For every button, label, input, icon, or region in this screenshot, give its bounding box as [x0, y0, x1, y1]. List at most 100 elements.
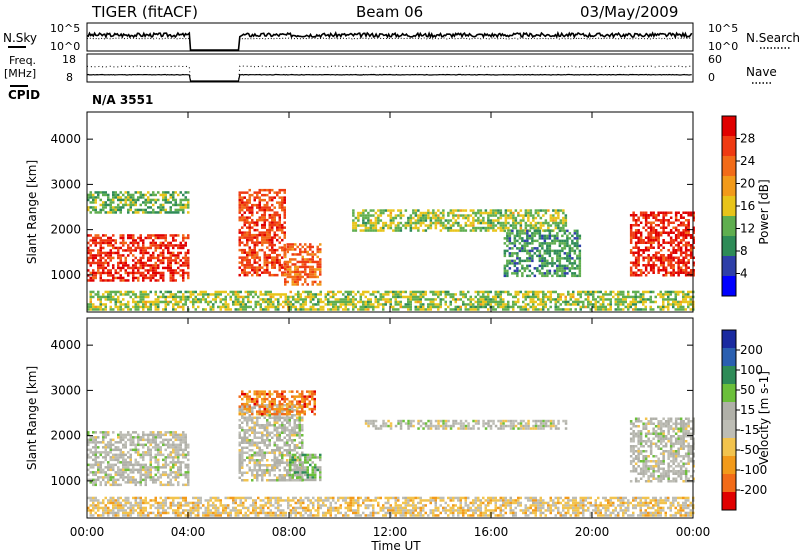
- echo-cell: [293, 404, 296, 407]
- echo-cell: [387, 290, 390, 294]
- echo-cell: [449, 295, 452, 299]
- echo-cell: [263, 429, 266, 432]
- echo-cell: [492, 305, 495, 309]
- echo-cell: [677, 259, 680, 262]
- echo-cell: [394, 308, 397, 311]
- echo-cell: [647, 264, 650, 267]
- echo-cell: [689, 211, 693, 214]
- echo-cell: [97, 191, 100, 194]
- echo-cell: [268, 241, 271, 244]
- echo-cell: [187, 266, 190, 270]
- echo-cell: [379, 226, 383, 230]
- echo-cell: [557, 298, 560, 301]
- echo-cell: [187, 198, 190, 202]
- echo-cell: [522, 308, 525, 311]
- echo-cell: [109, 438, 112, 442]
- echo-cell: [107, 193, 110, 197]
- echo-cell: [379, 303, 382, 306]
- echo-cell: [149, 198, 152, 202]
- echo-cell: [296, 273, 299, 276]
- echo-cell: [503, 237, 507, 240]
- echo-cell: [238, 261, 241, 264]
- echo-cell: [566, 234, 569, 238]
- echo-cell: [89, 239, 92, 242]
- echo-cell: [579, 295, 582, 299]
- echo-cell: [429, 300, 432, 304]
- echo-cell: [157, 246, 160, 250]
- echo-cell: [276, 273, 279, 277]
- echo-cell: [672, 239, 675, 242]
- echo-cell: [609, 298, 612, 301]
- echo-cell: [677, 266, 680, 269]
- echo-cell: [299, 243, 302, 246]
- echo-cell: [541, 242, 544, 245]
- echo-cell: [179, 244, 182, 247]
- echo-cell: [556, 239, 559, 243]
- echo-cell: [152, 208, 155, 212]
- echo-cell: [639, 254, 643, 257]
- echo-cell: [674, 229, 678, 232]
- echo-cell: [487, 303, 490, 306]
- echo-cell: [286, 474, 289, 477]
- echo-cell: [152, 436, 155, 439]
- echo-cell: [652, 229, 655, 232]
- echo-cell: [526, 232, 529, 235]
- echo-cell: [122, 463, 125, 467]
- echo-cell: [637, 300, 640, 304]
- echo-cell: [542, 214, 545, 217]
- echo-cell: [294, 263, 297, 266]
- echo-cell: [662, 308, 665, 311]
- echo-cell: [127, 473, 130, 477]
- echo-cell: [522, 216, 525, 220]
- echo-cell: [682, 224, 685, 227]
- echo-cell: [487, 221, 490, 225]
- echo-cell: [154, 305, 157, 309]
- echo-cell: [359, 211, 363, 215]
- echo-cell: [407, 221, 410, 225]
- echo-cell: [657, 246, 660, 249]
- echo-cell: [169, 290, 172, 294]
- echo-cell: [251, 426, 254, 429]
- echo-cell: [174, 271, 177, 275]
- echo-cell: [117, 468, 120, 472]
- echo-cell: [238, 216, 241, 219]
- echo-cell: [599, 303, 602, 306]
- echo-cell: [349, 298, 352, 301]
- echo-cell: [538, 252, 542, 255]
- echo-cell: [238, 464, 241, 467]
- echo-cell: [286, 275, 289, 279]
- echo-cell: [268, 451, 271, 454]
- echo-cell: [278, 236, 281, 239]
- echo-cell: [279, 295, 282, 299]
- echo-cell: [539, 298, 542, 301]
- echo-cell: [492, 224, 495, 227]
- echo-cell: [132, 431, 135, 434]
- echo-cell: [104, 466, 107, 469]
- echo-cell: [119, 473, 122, 477]
- echo-cell: [407, 224, 410, 227]
- echo-cell: [102, 456, 105, 459]
- echo-cell: [377, 219, 380, 222]
- echo-cell: [687, 231, 690, 234]
- echo-cell: [464, 221, 468, 225]
- echo-cell: [291, 278, 294, 281]
- echo-cell: [644, 216, 648, 219]
- echo-cell: [119, 234, 122, 237]
- echo-cell: [159, 259, 162, 262]
- echo-cell: [134, 305, 137, 309]
- echo-cell: [291, 431, 294, 434]
- echo-cell: [377, 214, 380, 217]
- echo-cell: [266, 238, 269, 242]
- echo-cell: [677, 269, 680, 272]
- echo-cell: [241, 248, 244, 252]
- echo-cell: [362, 305, 365, 309]
- echo-cell: [114, 206, 117, 209]
- echo-cell: [449, 219, 453, 222]
- echo-cell: [132, 274, 135, 277]
- echo-cell: [149, 303, 152, 306]
- echo-cell: [197, 298, 200, 301]
- echo-cell: [281, 246, 284, 249]
- echo-cell: [182, 461, 185, 464]
- echo-cell: [246, 446, 249, 449]
- echo-cell: [564, 214, 568, 217]
